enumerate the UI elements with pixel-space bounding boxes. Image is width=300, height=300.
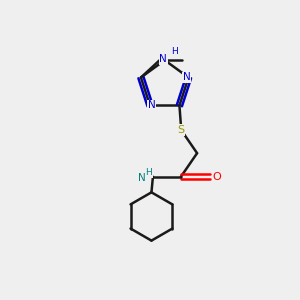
Text: N: N: [148, 100, 156, 110]
Text: N: N: [183, 73, 190, 82]
Text: N: N: [138, 173, 146, 183]
Text: S: S: [177, 124, 184, 135]
Text: O: O: [212, 172, 221, 182]
Text: H: H: [171, 47, 178, 56]
Text: H: H: [145, 168, 152, 177]
Text: N: N: [159, 54, 167, 64]
